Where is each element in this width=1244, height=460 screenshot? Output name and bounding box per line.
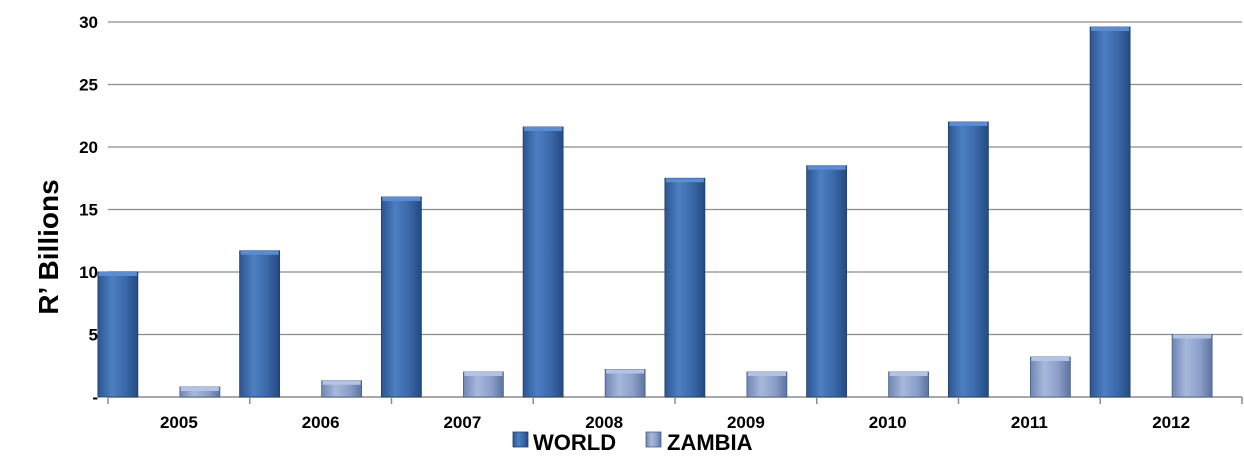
bar-body (806, 165, 848, 398)
bar-top-highlight (949, 122, 988, 126)
y-tick-label: 25 (79, 76, 98, 95)
bar-top-highlight (240, 250, 279, 255)
bar-zambia-2012 (1171, 334, 1213, 398)
bar-zambia-2007 (462, 371, 504, 398)
bar-top-highlight (322, 380, 361, 385)
legend-swatch-zambia (645, 431, 662, 448)
bar-body (522, 126, 564, 398)
x-axis-ticks: 2005 2006 2007 2008 2009 2010 2011 2012 (107, 397, 1243, 432)
bar-top-highlight (98, 272, 137, 276)
bar-world-2008 (522, 126, 564, 398)
y-tick-label: 30 (79, 13, 98, 32)
legend-label-world: WORLD (533, 430, 616, 455)
bar-body (746, 371, 788, 398)
bar-zambia-2011 (1029, 356, 1071, 398)
y-axis-ticks: - 5 10 15 20 25 30 (79, 13, 98, 407)
x-tick-label: 2011 (1011, 413, 1048, 432)
y-tick-label: - (92, 388, 98, 407)
bar-body (97, 271, 139, 398)
bar-zambia-2006 (321, 380, 363, 398)
bar-world-2011 (947, 121, 989, 398)
bar-top-highlight (1031, 357, 1070, 361)
legend-item-world: WORLD (512, 430, 616, 455)
legend: WORLD ZAMBIA (512, 430, 753, 455)
bar-top-highlight (889, 372, 928, 376)
legend-swatch-world (512, 431, 529, 448)
bar-world-2006 (239, 250, 281, 398)
bar-top-highlight (1173, 334, 1212, 339)
y-axis-label: R’ Billions (33, 179, 64, 314)
bar-world-2005 (97, 271, 139, 398)
bar-top-highlight (606, 369, 645, 374)
bar-body (1089, 26, 1131, 398)
bar-top-highlight (807, 165, 846, 170)
bar-zambia-2010 (888, 371, 930, 398)
bar-top-highlight (524, 127, 563, 131)
bar-top-highlight (180, 387, 219, 391)
bar-body (947, 121, 989, 398)
bar-top-highlight (665, 178, 704, 183)
bar-body (1029, 356, 1071, 398)
y-tick-label: 5 (89, 326, 98, 345)
legend-item-zambia: ZAMBIA (645, 430, 753, 455)
bar-zambia-2009 (746, 371, 788, 398)
bar-top-highlight (747, 372, 786, 376)
y-tick-label: 15 (79, 201, 98, 220)
bar-world-2009 (664, 177, 706, 398)
bar-body (462, 371, 504, 398)
bars (97, 26, 1213, 398)
bar-world-2012 (1089, 26, 1131, 398)
x-tick-label: 2009 (727, 413, 765, 432)
y-tick-label: 20 (79, 138, 98, 157)
x-tick-label: 2010 (869, 413, 907, 432)
bar-world-2010 (806, 165, 848, 398)
bar-body (1171, 334, 1213, 398)
bar-body (380, 196, 422, 398)
legend-label-zambia: ZAMBIA (667, 430, 753, 455)
x-tick-label: 2005 (160, 413, 198, 432)
bar-top-highlight (1091, 27, 1130, 31)
bar-world-2007 (380, 196, 422, 398)
bar-top-highlight (464, 372, 503, 376)
bar-body (239, 250, 281, 398)
bar-top-highlight (382, 197, 421, 201)
bar-zambia-2008 (604, 369, 646, 398)
bar-zambia-2005 (179, 386, 221, 398)
bar-body (664, 177, 706, 398)
bar-body (604, 369, 646, 398)
x-tick-label: 2008 (585, 413, 623, 432)
y-tick-label: 10 (79, 263, 98, 282)
x-tick-label: 2007 (443, 413, 481, 432)
x-tick-label: 2006 (302, 413, 340, 432)
x-tick-label: 2012 (1152, 413, 1190, 432)
